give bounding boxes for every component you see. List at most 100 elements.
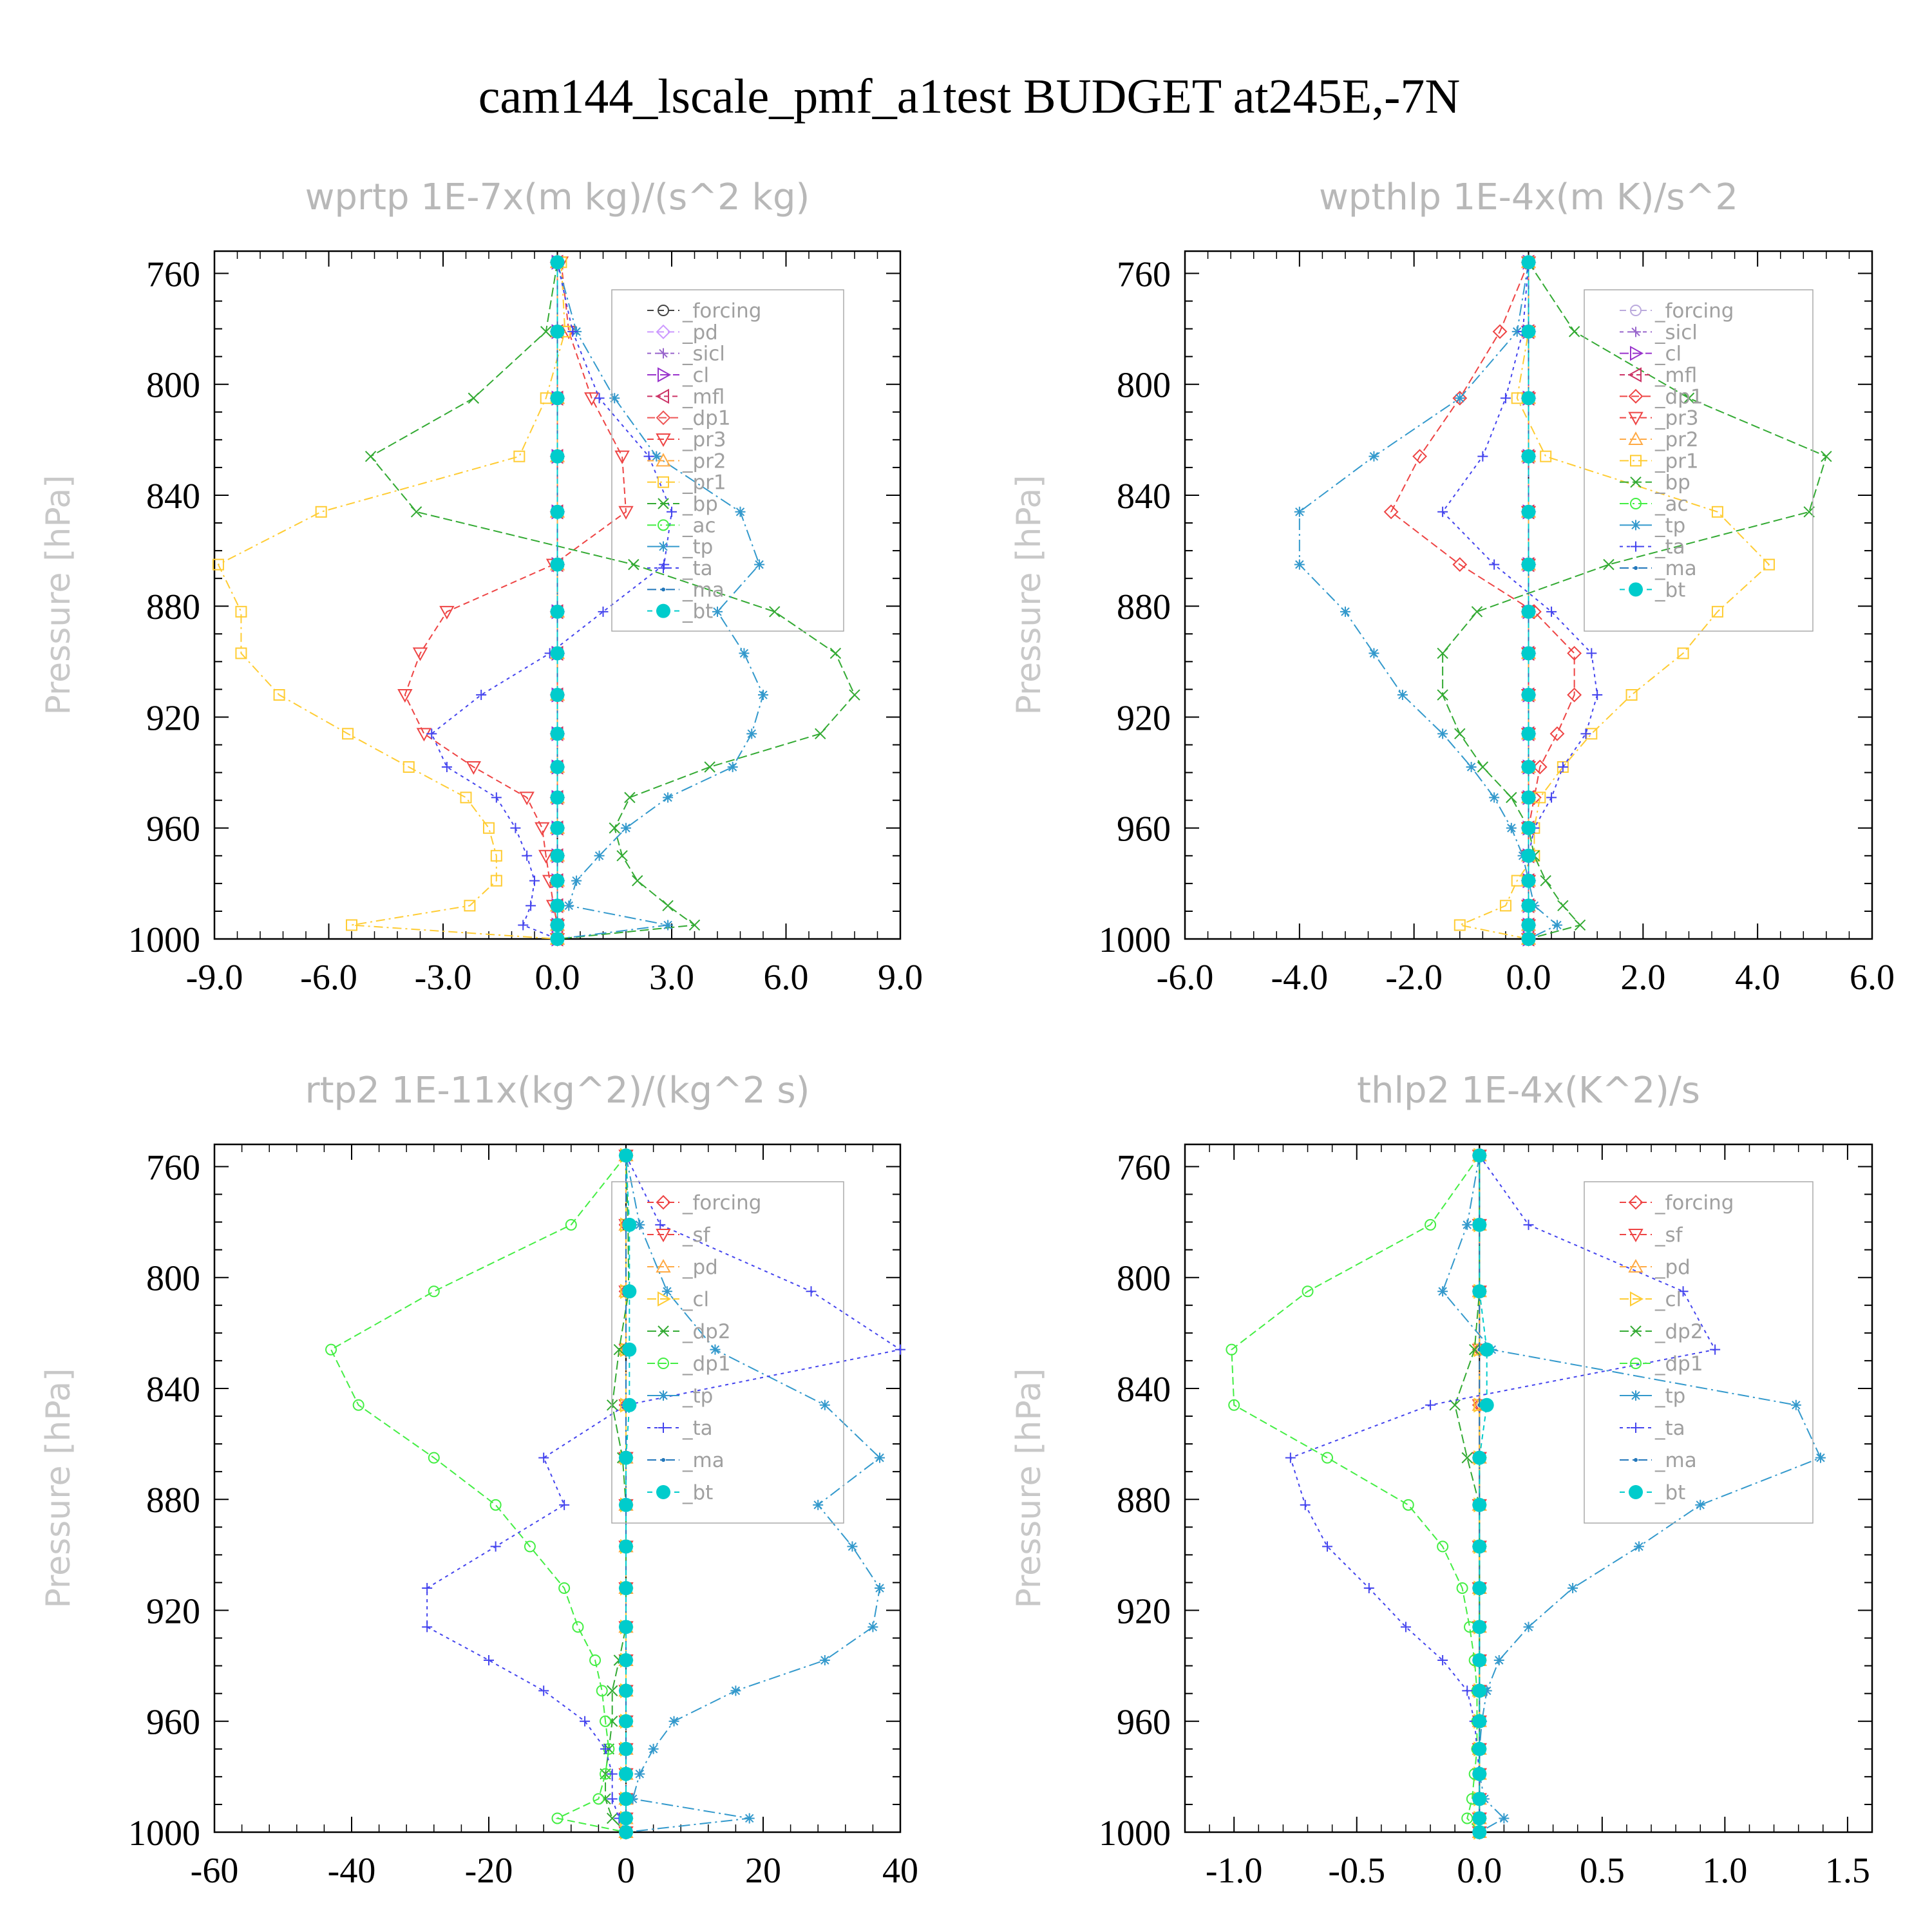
- legend-label: _sf: [682, 1224, 711, 1247]
- x-tick-label: 0.0: [1457, 1851, 1502, 1891]
- data-point: [550, 848, 565, 863]
- data-point: [619, 1148, 633, 1163]
- data-point: [550, 449, 565, 464]
- data-point: [1468, 1343, 1481, 1356]
- data-point: [727, 762, 738, 772]
- series-ta: [422, 1150, 905, 1837]
- data-point: [651, 451, 662, 462]
- x-tick-label: 40: [882, 1851, 918, 1891]
- data-point: [1506, 791, 1517, 804]
- data-point: [1437, 1286, 1448, 1297]
- data-point: [609, 822, 620, 834]
- data-point: [619, 1811, 633, 1826]
- legend-label: _pr1: [682, 471, 726, 495]
- data-point: [667, 506, 677, 517]
- data-point: [428, 1285, 440, 1298]
- data-point: [1711, 506, 1723, 518]
- data-point: [489, 1499, 502, 1511]
- data-point: [1710, 1344, 1721, 1355]
- legend-label: _dp1: [682, 1352, 731, 1376]
- y-tick-label: 880: [146, 587, 200, 627]
- panel-2: wpthlp 1E-4x(m K)/s^2 Pressure [hPa] 760 80…: [1010, 176, 1895, 998]
- data-point: [490, 1541, 501, 1552]
- data-point: [594, 850, 605, 861]
- data-point: [1481, 1685, 1492, 1696]
- series-ta: [1437, 257, 1603, 944]
- legend-label: _pd: [682, 321, 718, 344]
- data-point: [538, 1452, 549, 1463]
- legend-marker: [658, 348, 668, 359]
- legend-label: _ta: [682, 557, 713, 580]
- data-point: [1340, 606, 1350, 617]
- legend-marker: [1631, 520, 1641, 531]
- legend-marker: [1630, 455, 1642, 467]
- x-tick-label: 6.0: [1850, 958, 1895, 998]
- series-line: [370, 262, 856, 940]
- data-point: [550, 504, 565, 519]
- series-bp: [1437, 256, 1832, 945]
- data-point: [1521, 604, 1536, 619]
- data-point: [1425, 1399, 1436, 1410]
- data-point: [1437, 689, 1448, 701]
- data-point: [1412, 449, 1427, 464]
- legend-marker: [658, 519, 669, 531]
- data-point: [1363, 1583, 1374, 1594]
- data-point: [1472, 1792, 1487, 1806]
- data-point: [1549, 726, 1565, 741]
- data-point: [1521, 790, 1536, 805]
- data-point: [619, 1714, 633, 1728]
- series-pr1: [212, 256, 571, 945]
- data-point: [1557, 900, 1569, 912]
- y-axis-label: Pressure [hPa]: [39, 475, 78, 715]
- legend-label: _sf: [1654, 1224, 1683, 1247]
- data-point: [1294, 559, 1305, 570]
- legend-label: _forcing: [1654, 299, 1734, 323]
- data-point: [559, 1499, 570, 1510]
- data-point: [589, 1654, 601, 1666]
- data-point: [1574, 919, 1586, 931]
- data-point: [1521, 688, 1536, 703]
- x-tick-label: 0.0: [1506, 958, 1551, 998]
- data-point: [628, 558, 639, 571]
- data-point: [1580, 728, 1591, 739]
- legend-label: _pd: [1654, 1256, 1690, 1279]
- data-point: [730, 1685, 741, 1696]
- legend-label: _ta: [682, 1417, 713, 1440]
- legend-label: _forcing: [682, 1191, 761, 1215]
- data-point: [1521, 760, 1536, 774]
- x-tick-label: 9.0: [878, 958, 923, 998]
- data-point: [550, 932, 565, 946]
- data-point: [616, 850, 628, 862]
- legend-label: _ma: [1654, 557, 1697, 580]
- data-point: [1523, 1622, 1534, 1633]
- data-point: [815, 728, 826, 740]
- data-point: [1466, 762, 1477, 772]
- y-axis-label: Pressure [hPa]: [1010, 475, 1048, 715]
- data-point: [1479, 1397, 1494, 1412]
- data-point: [1540, 875, 1551, 887]
- data-point: [397, 689, 413, 703]
- data-point: [613, 1343, 625, 1356]
- data-point: [598, 606, 609, 617]
- data-point: [550, 688, 565, 703]
- legend-marker: [658, 1325, 669, 1337]
- data-point: [847, 1541, 858, 1552]
- data-point: [1521, 932, 1536, 946]
- data-point: [526, 900, 536, 911]
- data-point: [1472, 1811, 1487, 1826]
- series-tp: [1294, 257, 1562, 944]
- legend-box: [611, 289, 844, 632]
- data-point: [1521, 504, 1536, 519]
- data-point: [624, 791, 636, 804]
- y-tick-label: 920: [1117, 1591, 1171, 1631]
- data-point: [662, 900, 674, 912]
- data-point: [1499, 1813, 1510, 1824]
- y-tick-label: 800: [1117, 366, 1171, 406]
- data-point: [580, 1716, 591, 1727]
- data-point: [607, 1768, 618, 1779]
- data-point: [1472, 1766, 1487, 1781]
- data-point: [1397, 690, 1408, 701]
- legend-marker: [656, 410, 671, 426]
- legend-label: _sicl: [682, 343, 725, 366]
- data-point: [754, 559, 765, 570]
